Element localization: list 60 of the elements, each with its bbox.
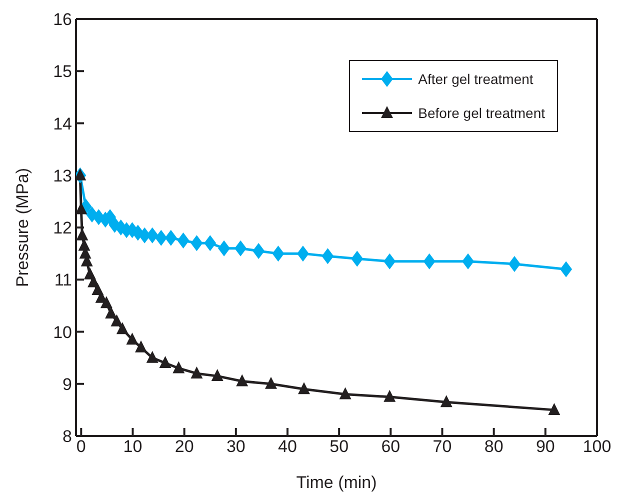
x-axis-title: Time (min)	[296, 473, 377, 492]
y-tick-label: 10	[53, 322, 72, 342]
point	[440, 395, 452, 408]
y-tick-label: 15	[53, 62, 72, 82]
point	[384, 390, 396, 402]
y-tick-label: 16	[53, 10, 72, 30]
point	[177, 232, 190, 249]
point	[339, 387, 352, 400]
point	[146, 350, 158, 363]
x-tick-label: 30	[226, 437, 246, 456]
point	[116, 322, 128, 334]
point	[100, 296, 112, 308]
point	[190, 366, 203, 378]
legend-label: Before gel treatment	[418, 105, 545, 121]
point	[560, 261, 572, 278]
point	[126, 332, 138, 345]
point	[322, 248, 334, 264]
point	[234, 240, 247, 256]
legend-label: After gel treatment	[418, 71, 534, 87]
point	[423, 253, 436, 270]
point	[190, 235, 203, 252]
point	[155, 230, 168, 246]
point	[351, 250, 364, 267]
x-tick-label: 40	[278, 437, 297, 456]
x-tick-label: 80	[484, 437, 504, 456]
y-tick-label: 11	[54, 270, 72, 290]
point	[172, 361, 185, 374]
point	[272, 246, 284, 262]
x-tick-label: 0	[76, 437, 86, 456]
point	[159, 356, 172, 368]
y-tick-label: 14	[53, 114, 72, 134]
point	[134, 340, 147, 352]
x-tick-label: 20	[174, 437, 194, 456]
point	[298, 382, 310, 394]
y-tick-label: 9	[62, 374, 72, 394]
point	[110, 314, 123, 326]
point	[218, 240, 230, 256]
point	[105, 306, 118, 319]
point	[236, 374, 248, 386]
point	[211, 369, 224, 382]
point	[204, 235, 216, 252]
point	[164, 230, 177, 246]
point	[548, 402, 560, 415]
x-tick-label: 70	[432, 437, 452, 456]
point	[296, 246, 309, 262]
y-axis-title: Pressure (MPa)	[13, 168, 32, 288]
x-tick-label: 50	[330, 437, 349, 456]
x-tick-label: 10	[123, 437, 142, 456]
point	[264, 376, 277, 389]
x-tick-label: 90	[536, 437, 555, 456]
y-tick-label: 8	[62, 427, 72, 446]
point	[462, 253, 474, 270]
point	[76, 202, 88, 214]
point	[384, 253, 396, 270]
point	[508, 256, 520, 272]
y-tick-label: 12	[53, 218, 72, 238]
x-tick-label: 100	[582, 437, 612, 456]
point	[252, 242, 265, 259]
y-tick-label: 13	[53, 166, 72, 186]
x-tick-label: 60	[381, 437, 400, 456]
